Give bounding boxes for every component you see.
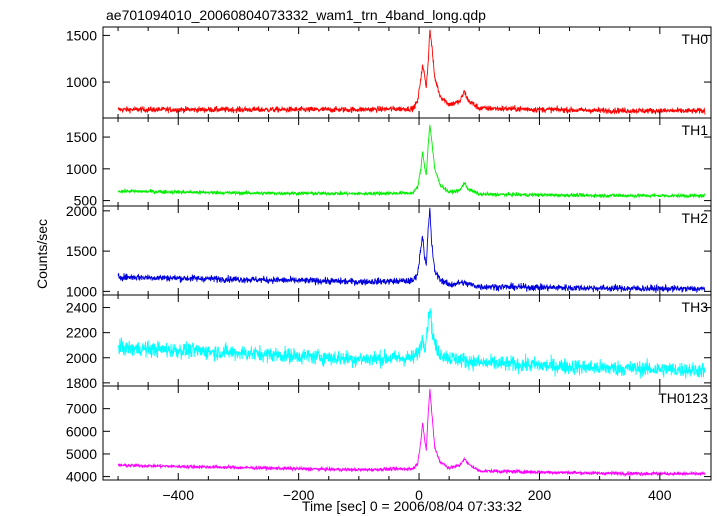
- x-tick-label: 400: [648, 487, 672, 503]
- panel-label: TH0: [682, 31, 709, 47]
- y-axis-label: Counts/sec: [34, 219, 50, 289]
- series-line-th0123: [117, 388, 706, 478]
- panel-th3: 1800 2000 2200 2400 TH3: [66, 294, 712, 391]
- y-tick-label: 500: [74, 193, 98, 209]
- y-tick-label: 1500: [66, 27, 97, 43]
- panel-label: TH3: [682, 299, 709, 315]
- panel-th2: 1000 1500 2000 TH2: [66, 203, 712, 299]
- y-tick-label: 5000: [66, 446, 97, 462]
- panel-frame: [102, 385, 712, 481]
- y-tick-label: 1800: [66, 375, 97, 391]
- y-tick-label: 6000: [66, 423, 97, 439]
- y-tick-label: 2200: [66, 325, 97, 341]
- y-tick-label: 1000: [66, 283, 97, 299]
- y-tick-label: 1000: [66, 74, 97, 90]
- series-line-th2: [117, 207, 706, 294]
- y-tick-label: 1500: [66, 243, 97, 259]
- x-tick-label: −400: [162, 487, 194, 503]
- y-tick-label: 2000: [66, 203, 97, 219]
- panel-th0123: 4000 5000 6000 7000 TH0123: [66, 385, 712, 485]
- chart-title: ae701094010_20060804073332_wam1_trn_4ban…: [106, 7, 486, 23]
- y-tick-label: 7000: [66, 401, 97, 417]
- panel-label: TH2: [682, 210, 709, 226]
- x-tick-label: 0: [415, 487, 423, 503]
- panel-th1: 500 1000 1500 TH1: [66, 117, 712, 209]
- x-axis-label: Time [sec] 0 = 2006/08/04 07:33:32: [302, 498, 522, 514]
- y-tick-label: 1500: [66, 129, 97, 145]
- y-tick-label: 2400: [66, 300, 97, 316]
- series-line-th1: [117, 124, 706, 200]
- x-tick-label: 200: [528, 487, 552, 503]
- y-tick-label: 1000: [66, 161, 97, 177]
- panel-th0: 1000 1500 TH0: [66, 26, 712, 119]
- series-line-th3: [117, 308, 706, 379]
- y-tick-label: 4000: [66, 469, 97, 485]
- x-tick-label: −200: [283, 487, 315, 503]
- y-tick-label: 2000: [66, 350, 97, 366]
- panel-label: TH1: [682, 122, 709, 138]
- panel-frame: [102, 26, 712, 119]
- panel-label: TH0123: [658, 390, 708, 406]
- series-line-th0: [117, 29, 706, 115]
